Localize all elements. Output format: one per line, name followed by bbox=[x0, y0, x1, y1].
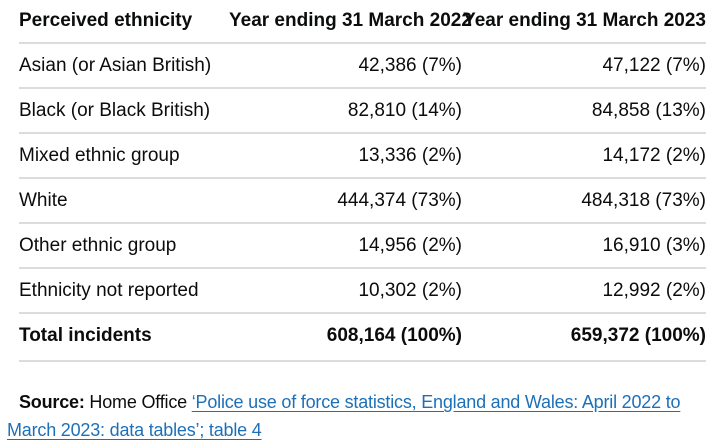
column-header-year-2023: Year ending 31 March 2023 bbox=[462, 0, 706, 44]
value-2023: 84,858 (13%) bbox=[462, 88, 706, 134]
table-row: Other ethnic group 14,956 (2%) 16,910 (3… bbox=[19, 223, 706, 269]
source-label: Source: bbox=[19, 392, 85, 412]
total-value-2022: 608,164 (100%) bbox=[229, 313, 462, 362]
value-2022: 82,810 (14%) bbox=[229, 88, 462, 134]
value-2022: 14,956 (2%) bbox=[229, 223, 462, 269]
source-link[interactable]: ‘Police use of force statistics, England… bbox=[7, 392, 681, 440]
ethnicity-label: Mixed ethnic group bbox=[19, 133, 229, 179]
source-attribution-text: Home Office bbox=[84, 392, 192, 412]
ethnicity-label: Ethnicity not reported bbox=[19, 268, 229, 314]
ethnicity-label: Black (or Black British) bbox=[19, 88, 229, 134]
column-header-perceived-ethnicity: Perceived ethnicity bbox=[19, 0, 229, 44]
ethnicity-label: Other ethnic group bbox=[19, 223, 229, 269]
table-row: Asian (or Asian British) 42,386 (7%) 47,… bbox=[19, 43, 706, 89]
column-header-year-2022: Year ending 31 March 2022 bbox=[229, 0, 472, 44]
table-row: White 444,374 (73%) 484,318 (73%) bbox=[19, 178, 706, 224]
value-2023: 16,910 (3%) bbox=[462, 223, 706, 269]
ethnicity-incidents-table: Perceived ethnicity Year ending 31 March… bbox=[19, 0, 706, 362]
value-2022: 10,302 (2%) bbox=[229, 268, 462, 314]
source-note: Source: Home Office ‘Police use of force… bbox=[7, 388, 714, 444]
total-label: Total incidents bbox=[19, 313, 229, 362]
value-2023: 12,992 (2%) bbox=[462, 268, 706, 314]
table-row: Black (or Black British) 82,810 (14%) 84… bbox=[19, 88, 706, 134]
ethnicity-label: White bbox=[19, 178, 229, 224]
value-2022: 13,336 (2%) bbox=[229, 133, 462, 179]
table-total-row: Total incidents 608,164 (100%) 659,372 (… bbox=[19, 313, 706, 362]
value-2023: 14,172 (2%) bbox=[462, 133, 706, 179]
ethnicity-label: Asian (or Asian British) bbox=[19, 43, 229, 89]
value-2023: 484,318 (73%) bbox=[462, 178, 706, 224]
total-value-2023: 659,372 (100%) bbox=[462, 313, 706, 362]
table-row: Ethnicity not reported 10,302 (2%) 12,99… bbox=[19, 268, 706, 314]
table-row: Mixed ethnic group 13,336 (2%) 14,172 (2… bbox=[19, 133, 706, 179]
table-header-row: Perceived ethnicity Year ending 31 March… bbox=[19, 0, 706, 44]
value-2022: 444,374 (73%) bbox=[229, 178, 462, 224]
value-2022: 42,386 (7%) bbox=[229, 43, 462, 89]
value-2023: 47,122 (7%) bbox=[462, 43, 706, 89]
